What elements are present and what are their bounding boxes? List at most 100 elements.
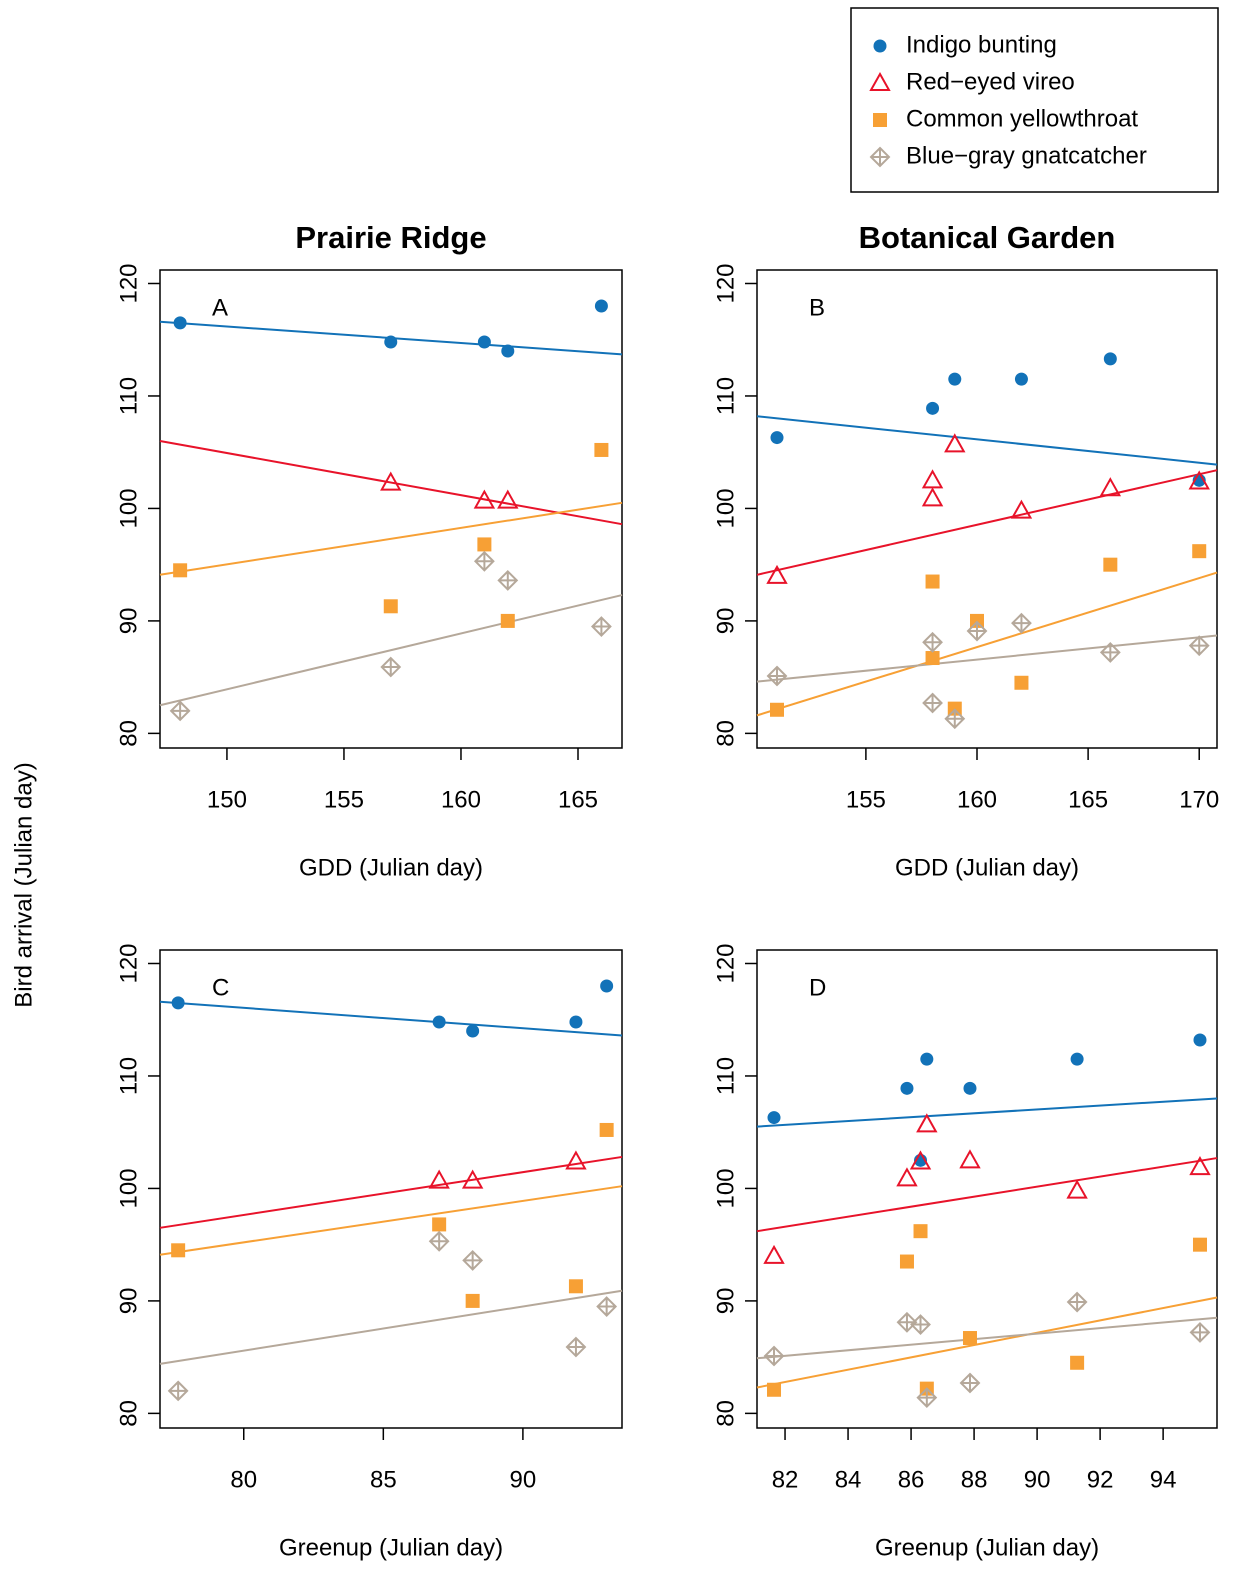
fit-line bbox=[756, 1296, 1218, 1389]
panel: Botanical Garden B 80 90 100 110 120 155 160 165 1… bbox=[712, 220, 1219, 881]
point bbox=[169, 700, 191, 722]
point bbox=[763, 1345, 785, 1367]
fit-line bbox=[159, 1289, 623, 1365]
point bbox=[590, 616, 612, 637]
point bbox=[770, 702, 784, 717]
panel: C 80 90 100 110 120 80 85 90 Greenup (Julian day) bbox=[115, 943, 623, 1561]
point bbox=[1011, 612, 1032, 634]
legend-marker bbox=[869, 146, 891, 168]
plot-frame bbox=[756, 949, 1218, 1429]
fit-line bbox=[756, 634, 1218, 683]
point bbox=[767, 1382, 782, 1397]
x-tick-label: 85 bbox=[370, 1466, 397, 1493]
panel-letter: A bbox=[212, 294, 228, 321]
point bbox=[959, 1372, 981, 1394]
x-axis-label: Greenup (Julian day) bbox=[875, 1534, 1099, 1561]
point bbox=[1010, 499, 1033, 519]
point bbox=[565, 1336, 587, 1358]
point bbox=[944, 433, 966, 453]
x-tick-label: 90 bbox=[510, 1466, 537, 1493]
y-tick-label: 120 bbox=[115, 943, 142, 983]
legend-marker bbox=[869, 71, 891, 91]
point bbox=[594, 299, 608, 313]
x-tick-label: 160 bbox=[957, 786, 997, 813]
point bbox=[461, 1169, 484, 1189]
y-tick-label: 90 bbox=[115, 608, 142, 635]
x-tick-label: 160 bbox=[441, 786, 481, 813]
fit-line bbox=[159, 501, 623, 576]
x-axis-label: GDD (Julian day) bbox=[299, 854, 483, 881]
point bbox=[501, 344, 515, 358]
point bbox=[763, 1244, 785, 1264]
fit-line bbox=[756, 1316, 1218, 1360]
x-tick-label: 84 bbox=[835, 1466, 862, 1493]
y-tick-label: 90 bbox=[115, 1288, 142, 1315]
point bbox=[173, 563, 188, 578]
legend-label: Indigo bunting bbox=[906, 31, 1057, 58]
x-tick-label: 165 bbox=[558, 786, 598, 813]
point bbox=[766, 665, 788, 687]
y-tick-label: 120 bbox=[115, 263, 142, 303]
legend-label: Common yellowthroat bbox=[906, 105, 1138, 132]
fit-line bbox=[159, 439, 623, 526]
point bbox=[770, 431, 784, 445]
x-tick-label: 170 bbox=[1179, 786, 1219, 813]
point bbox=[380, 656, 402, 678]
point bbox=[900, 1081, 914, 1095]
y-tick-label: 80 bbox=[115, 1400, 142, 1427]
point bbox=[383, 599, 398, 614]
y-tick-label: 100 bbox=[115, 1168, 142, 1208]
point bbox=[599, 1122, 614, 1137]
point bbox=[569, 1015, 583, 1029]
y-tick-label: 80 bbox=[115, 720, 142, 747]
x-tick-label: 82 bbox=[772, 1466, 799, 1493]
y-tick-label: 120 bbox=[712, 263, 739, 303]
point bbox=[173, 316, 187, 330]
point bbox=[899, 1254, 914, 1269]
point bbox=[1188, 635, 1210, 657]
point bbox=[926, 401, 940, 415]
point bbox=[922, 692, 943, 714]
fit-line bbox=[159, 594, 623, 707]
point bbox=[916, 1387, 938, 1409]
point bbox=[594, 442, 609, 457]
point bbox=[465, 1293, 480, 1308]
x-tick-label: 86 bbox=[898, 1466, 925, 1493]
point bbox=[1066, 1179, 1088, 1199]
y-tick-label: 100 bbox=[712, 488, 739, 528]
point bbox=[462, 1250, 484, 1271]
panel: D 80 90 100 110 120 82 84 86 88 90 92 94 Greenup (Jul… bbox=[712, 943, 1218, 1561]
point bbox=[1070, 1355, 1085, 1370]
point bbox=[944, 708, 966, 730]
x-axis-label: Greenup (Julian day) bbox=[279, 1534, 503, 1561]
point bbox=[1189, 1156, 1211, 1176]
point bbox=[909, 1150, 932, 1170]
point bbox=[497, 489, 519, 509]
fit-line bbox=[756, 1157, 1218, 1233]
point bbox=[380, 471, 402, 491]
point bbox=[948, 372, 962, 386]
point bbox=[925, 574, 940, 589]
point bbox=[913, 1224, 928, 1239]
x-tick-label: 155 bbox=[846, 786, 886, 813]
point bbox=[500, 613, 515, 628]
point bbox=[1193, 1033, 1207, 1047]
x-tick-label: 150 bbox=[207, 786, 247, 813]
y-tick-label: 110 bbox=[115, 377, 142, 415]
point bbox=[384, 335, 398, 349]
point bbox=[962, 1331, 977, 1346]
point bbox=[910, 1314, 931, 1335]
x-tick-label: 155 bbox=[324, 786, 364, 813]
y-tick-label: 80 bbox=[712, 1400, 739, 1427]
point bbox=[1103, 557, 1118, 572]
legend-label: Blue−gray gnatcatcher bbox=[906, 142, 1147, 169]
point bbox=[1099, 641, 1121, 663]
point bbox=[473, 550, 495, 572]
fit-line bbox=[159, 1185, 623, 1256]
panel-letter: D bbox=[809, 974, 826, 1001]
y-tick-label: 110 bbox=[712, 377, 739, 415]
point bbox=[963, 1081, 977, 1095]
point bbox=[916, 1113, 938, 1133]
point bbox=[473, 489, 496, 509]
